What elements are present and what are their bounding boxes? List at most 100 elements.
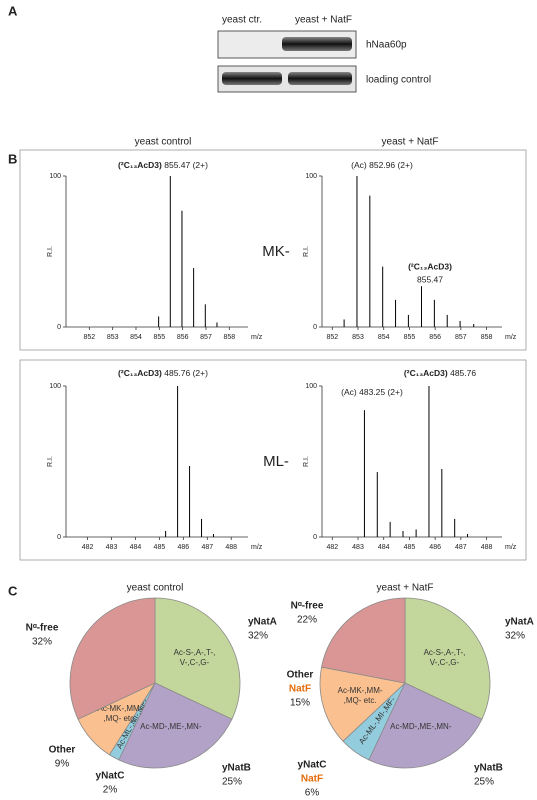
x-axis-label: m/z [251, 544, 263, 551]
blot-band [222, 72, 282, 85]
x-tick-label: 487 [455, 544, 467, 551]
slice-label: Ac-MD-,ME-,MN- [140, 722, 202, 731]
x-tick-label: 858 [223, 334, 235, 341]
slice-subname: NatF [289, 684, 311, 695]
x-tick-label: 485 [154, 544, 166, 551]
y-tick-label: 0 [313, 324, 317, 331]
row-label: MK- [262, 243, 290, 260]
x-tick-label: 488 [225, 544, 237, 551]
row-label: ML- [263, 453, 289, 470]
x-tick-label: 486 [429, 544, 441, 551]
x-tick-label: 853 [107, 334, 119, 341]
slice-name: Other [287, 670, 314, 681]
x-tick-label: 484 [378, 544, 390, 551]
slice-value: 25% [222, 777, 242, 788]
slice-value: 6% [305, 788, 320, 799]
slice-label: V-,C-,G- [430, 658, 460, 667]
slice-label: Ac-S-,A-,T-, [424, 648, 466, 657]
y-tick-label: 0 [313, 534, 317, 541]
annotation-text: 485.76 (2+) [164, 368, 208, 378]
x-axis-label: m/z [251, 334, 263, 341]
slice-label: Ac-MK-,MM- [338, 686, 383, 695]
annotation-label: (²C₁₃AcD3) [118, 368, 162, 378]
x-tick-label: 858 [481, 334, 493, 341]
column-title: yeast control [135, 137, 192, 148]
x-tick-label: 856 [429, 334, 441, 341]
y-tick-label: 0 [57, 534, 61, 541]
y-tick-label: 0 [57, 324, 61, 331]
column-title: yeast + NatF [382, 137, 439, 148]
annotation: (Ac) 483.25 (2+) [341, 387, 403, 397]
slice-value: 25% [474, 777, 494, 788]
annotation-label: (²C₁₃AcD3) [118, 160, 162, 170]
x-tick-label: 484 [130, 544, 142, 551]
x-tick-label: 856 [177, 334, 189, 341]
spectra-box [19, 149, 527, 351]
slice-name: yNatC [96, 771, 125, 782]
pie-slice [154, 597, 241, 720]
pie-slice [118, 682, 233, 769]
spectra-box [19, 359, 527, 561]
y-tick-label: 100 [49, 383, 61, 390]
panel-label: B [8, 151, 17, 166]
slice-name: Other [49, 745, 76, 756]
annotation: 855.47 [417, 274, 443, 284]
slice-name: yNatA [505, 617, 534, 628]
annotation: (²C₁₃AcD3) 855.47 (2+) [118, 160, 208, 170]
annotation-text: (Ac) 483.25 (2+) [341, 387, 403, 397]
slice-name: yNatB [222, 763, 251, 774]
pie-title: yeast + NatF [377, 583, 434, 594]
x-tick-label: 857 [200, 334, 212, 341]
x-tick-label: 483 [106, 544, 118, 551]
slice-value: 9% [55, 759, 70, 770]
x-axis-label: m/z [505, 544, 517, 551]
lane-label: yeast ctr. [222, 15, 262, 26]
slice-name: yNatC [298, 760, 327, 771]
pie-slice [319, 666, 406, 742]
slice-label: ,MQ- etc. [344, 696, 377, 705]
blot-band [288, 72, 352, 85]
x-tick-label: 855 [153, 334, 165, 341]
x-tick-label: 855 [404, 334, 416, 341]
panel-label: C [8, 583, 18, 598]
x-tick-label: 486 [177, 544, 189, 551]
x-tick-label: 482 [82, 544, 94, 551]
annotation: (Ac) 852.96 (2+) [351, 160, 413, 170]
slice-label: Ac-MD-,ME-,MN- [390, 722, 452, 731]
annotation-text: (Ac) 852.96 (2+) [351, 160, 413, 170]
slice-value: 22% [297, 615, 317, 626]
row-label: hNaa60p [366, 40, 407, 51]
x-tick-label: 852 [83, 334, 95, 341]
slice-label: ,MQ- etc. [103, 714, 136, 723]
y-axis-label: R.I. [47, 456, 54, 467]
x-tick-label: 854 [378, 334, 390, 341]
slice-label: Ac-S-,A-,T-, [174, 648, 216, 657]
pie-slice [368, 682, 483, 769]
y-tick-label: 100 [305, 383, 317, 390]
annotation: (²C₁₃AcD3) 485.76 (2+) [118, 368, 208, 378]
pie-slice [69, 597, 156, 720]
x-tick-label: 488 [481, 544, 493, 551]
slice-name: Nᵅ-free [26, 623, 59, 634]
annotation-label: (²C₁₃AcD3) [408, 261, 452, 271]
y-axis-label: R.I. [303, 456, 310, 467]
slice-name: Nᵅ-free [291, 601, 324, 612]
slice-value: 32% [248, 631, 268, 642]
slice-name: yNatB [474, 763, 503, 774]
x-tick-label: 852 [326, 334, 338, 341]
x-tick-label: 487 [201, 544, 213, 551]
slice-value: 2% [103, 785, 118, 796]
y-axis-label: R.I. [47, 246, 54, 257]
annotation-label: (²C₁₃AcD3) [404, 368, 448, 378]
slice-value: 15% [290, 698, 310, 709]
slice-value: 32% [505, 631, 525, 642]
lane-label: yeast + NatF [295, 15, 352, 26]
slice-name: yNatA [248, 617, 277, 628]
pie-title: yeast control [127, 583, 184, 594]
x-tick-label: 482 [326, 544, 338, 551]
x-tick-label: 853 [352, 334, 364, 341]
slice-label: Ac-MK-,MM- [97, 704, 142, 713]
y-axis-label: R.I. [303, 246, 310, 257]
pie-slice [321, 597, 406, 684]
